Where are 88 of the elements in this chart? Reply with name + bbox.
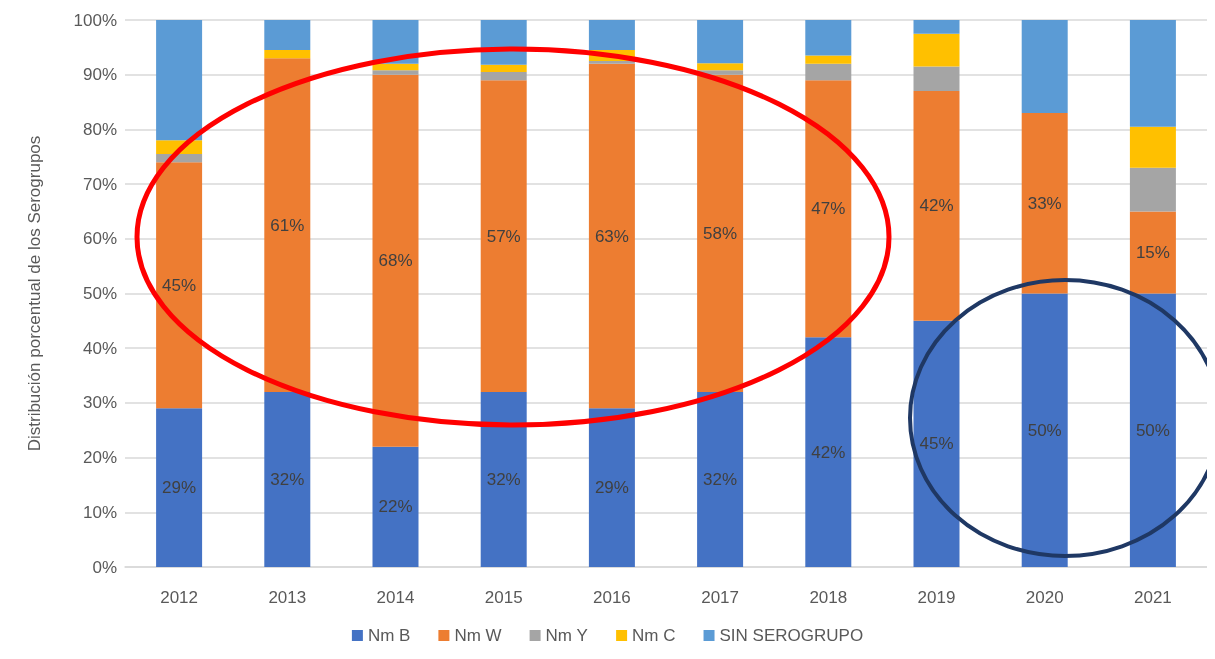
data-label: 61% — [270, 215, 305, 235]
bar — [372, 74, 419, 447]
y-tick-label: 70% — [82, 174, 117, 194]
bar — [805, 80, 852, 338]
legend-label: SIN SEROGRUPO — [719, 626, 864, 645]
y-tick-label: 20% — [82, 448, 117, 468]
bar — [1129, 167, 1176, 212]
data-label: 22% — [378, 497, 413, 517]
bar — [1021, 293, 1068, 567]
y-tick-label: 90% — [82, 65, 117, 85]
data-label: 50% — [1027, 420, 1062, 440]
bar — [913, 320, 960, 567]
data-label: 58% — [703, 223, 738, 243]
bar — [264, 58, 311, 392]
y-tick-label: 30% — [82, 393, 117, 413]
bar — [372, 70, 419, 75]
y-tick-label: 60% — [82, 229, 117, 249]
x-tick-label: 2021 — [1133, 588, 1172, 607]
data-label: 29% — [594, 478, 629, 498]
bar — [156, 408, 203, 567]
bar — [913, 33, 960, 67]
bar — [372, 63, 419, 71]
data-label: 45% — [162, 275, 197, 295]
bar — [913, 91, 960, 321]
bar — [588, 408, 635, 567]
bar — [805, 20, 852, 56]
x-tick-label: 2020 — [1025, 588, 1064, 607]
y-tick-label: 40% — [82, 338, 117, 358]
bar — [588, 61, 635, 64]
x-tick-label: 2012 — [160, 588, 199, 607]
data-label: 15% — [1135, 242, 1170, 262]
bar — [913, 20, 960, 34]
x-tick-label: 2019 — [917, 588, 956, 607]
legend-label: Nm W — [454, 626, 502, 645]
bar — [480, 64, 527, 72]
legend-label: Nm C — [632, 626, 676, 645]
data-label: 63% — [594, 226, 629, 246]
x-tick-label: 2016 — [592, 588, 631, 607]
bar — [588, 63, 635, 409]
bar — [372, 446, 419, 567]
bar — [697, 20, 744, 64]
bar — [805, 337, 852, 567]
bar — [697, 63, 744, 71]
bar — [1129, 126, 1176, 168]
x-tick-label: 2014 — [376, 588, 415, 607]
bar — [156, 20, 203, 141]
bar — [1021, 20, 1068, 113]
data-label: 29% — [162, 478, 197, 498]
bar — [697, 391, 744, 567]
x-tick-label: 2018 — [809, 588, 848, 607]
bar — [480, 391, 527, 567]
bar — [1129, 211, 1176, 294]
legend-label: Nm Y — [545, 626, 588, 645]
bar — [913, 66, 960, 92]
y-tick-label: 100% — [73, 10, 117, 30]
data-label: 45% — [919, 434, 954, 454]
y-tick-label: 80% — [82, 119, 117, 139]
data-label: 32% — [270, 469, 305, 489]
data-label: 42% — [919, 196, 954, 216]
bar — [480, 80, 527, 392]
legend-label: Nm B — [367, 626, 411, 645]
bar — [1021, 112, 1068, 294]
y-tick-label: 50% — [82, 284, 117, 303]
bar — [264, 50, 311, 59]
bar — [1129, 20, 1176, 127]
data-label: 57% — [486, 226, 521, 246]
bar — [697, 74, 744, 392]
bar — [156, 162, 203, 409]
bar — [588, 20, 635, 51]
x-tick-label: 2013 — [268, 588, 307, 607]
x-tick-label: 2017 — [701, 588, 740, 607]
data-label: 68% — [378, 251, 413, 271]
y-tick-label: 0% — [92, 557, 117, 577]
data-label: 32% — [486, 469, 521, 489]
bar — [805, 63, 852, 81]
bar — [264, 20, 311, 51]
bar — [264, 391, 311, 567]
x-tick-label: 2015 — [484, 588, 523, 607]
y-tick-label: 10% — [82, 502, 117, 522]
bar — [1129, 293, 1176, 567]
data-label: 42% — [811, 442, 846, 462]
y-axis-title: Distribución porcentual de los Serogrupos — [25, 135, 44, 452]
data-label: 50% — [1135, 420, 1170, 440]
data-label: 32% — [703, 469, 738, 489]
bar — [805, 55, 852, 64]
bar — [480, 71, 527, 81]
data-label: 33% — [1027, 193, 1062, 213]
data-label: 47% — [811, 199, 846, 219]
